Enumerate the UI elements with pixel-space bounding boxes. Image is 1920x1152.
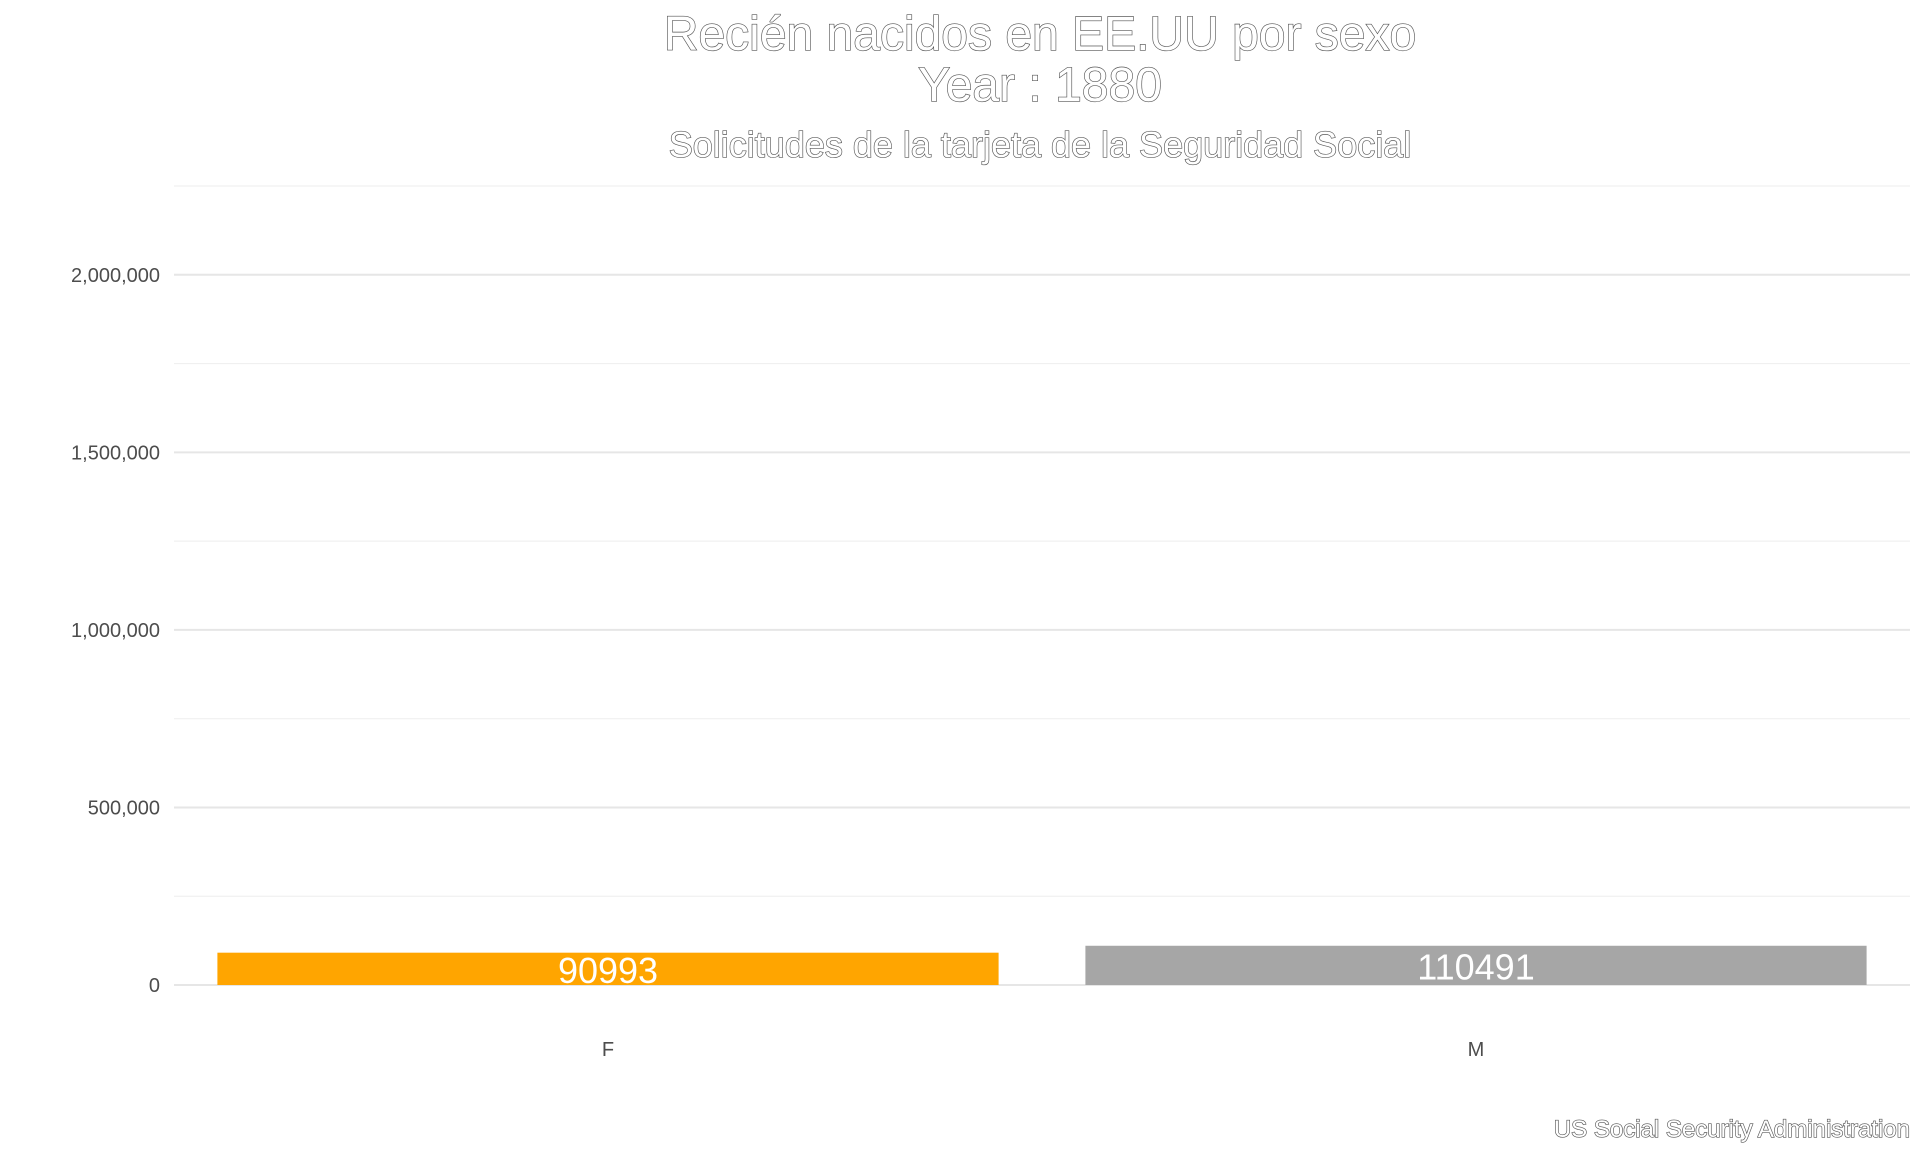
bar-value-label: 110491 bbox=[1417, 946, 1534, 987]
y-tick-label: 1,500,000 bbox=[71, 442, 160, 464]
bars: 90993 110491 bbox=[217, 945, 1867, 991]
chart-subtitle: Solicitudes de la tarjeta de la Segurida… bbox=[669, 124, 1411, 165]
bar-m bbox=[1085, 945, 1867, 985]
y-tick-label: 500,000 bbox=[88, 797, 160, 819]
y-tick-label: 0 bbox=[149, 975, 160, 997]
bar-f bbox=[217, 952, 999, 985]
x-tick-label: M bbox=[1468, 1039, 1485, 1061]
chart-caption: US Social Security Administration bbox=[1554, 1116, 1910, 1143]
grid-lines bbox=[174, 185, 1910, 986]
y-tick-label: 2,000,000 bbox=[71, 265, 160, 287]
y-tick-label: 1,000,000 bbox=[71, 620, 160, 642]
y-axis-tick-labels: 0 500,000 1,000,000 1,500,000 2,000,000 bbox=[71, 265, 160, 997]
bar-value-label: 90993 bbox=[558, 950, 658, 991]
chart-title: Recién nacidos en EE.UU por sexo bbox=[664, 8, 1416, 61]
x-tick-label: F bbox=[602, 1039, 614, 1061]
chart-title-year: Year : 1880 bbox=[918, 59, 1162, 112]
